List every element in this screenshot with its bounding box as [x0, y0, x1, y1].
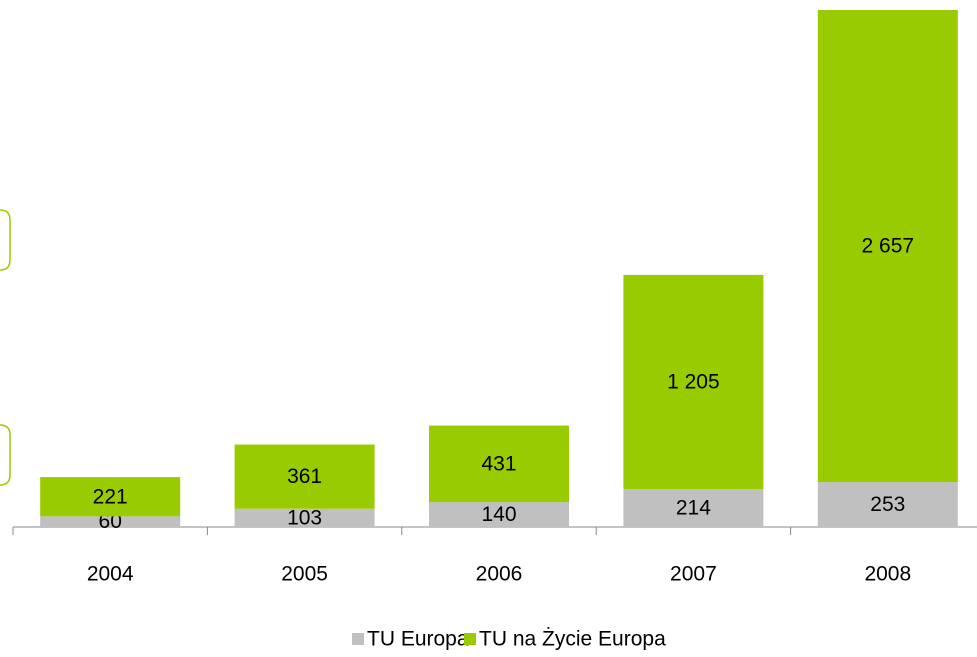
data-label: 431 [481, 452, 516, 475]
data-label: 361 [287, 465, 322, 488]
data-label: 103 [287, 506, 322, 529]
bar-segment [429, 425, 569, 503]
bar-segment [234, 508, 375, 527]
legend-swatch [352, 633, 364, 645]
data-label: 2 657 [862, 235, 915, 258]
decor-frame [0, 209, 11, 271]
x-tick-label: 2008 [864, 563, 911, 586]
data-label: 253 [870, 493, 905, 516]
bar-segment [623, 274, 764, 489]
bar-segment [40, 477, 181, 517]
bar-segment [817, 10, 958, 483]
legend-swatch [464, 633, 476, 645]
legend-label: TU Europa [367, 628, 469, 651]
data-label: 1 205 [667, 370, 720, 393]
bar-segment [817, 482, 958, 527]
x-tick-label: 2005 [281, 563, 328, 586]
bar-segment [623, 488, 764, 527]
x-tick-label: 2006 [476, 563, 523, 586]
x-tick-label: 2007 [670, 563, 717, 586]
x-tick-label: 2004 [87, 563, 134, 586]
data-label: 140 [481, 503, 516, 526]
bar-segment [40, 516, 181, 527]
data-label: 221 [93, 485, 128, 508]
bar-segment [234, 444, 375, 509]
data-label: 214 [676, 497, 711, 520]
bar-segment [429, 502, 569, 527]
decor-frame [0, 424, 11, 486]
legend-label: TU na Życie Europa [479, 628, 666, 651]
